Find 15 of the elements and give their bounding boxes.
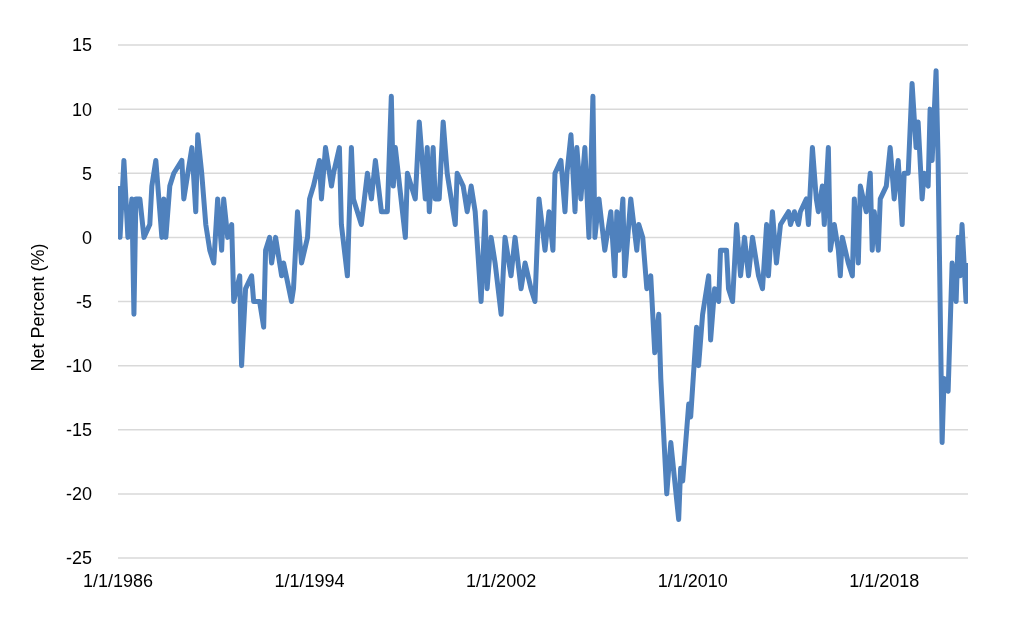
x-tick-label: 1/1/1994 [274, 570, 345, 591]
y-tick-label: 15 [71, 35, 92, 56]
y-tick-label: -20 [65, 484, 92, 505]
x-tick-label: 1/1/2018 [849, 570, 920, 591]
y-axis-title: Net Percent (%) [28, 243, 49, 372]
x-tick-label: 1/1/1986 [82, 570, 154, 591]
y-tick-label: -15 [65, 420, 92, 441]
x-tick-label: 1/1/2002 [466, 570, 537, 591]
x-tick-label: 1/1/2010 [657, 570, 728, 591]
y-tick-label: 10 [71, 99, 92, 120]
y-tick-label: -5 [75, 291, 92, 312]
y-tick-label: -25 [65, 548, 92, 569]
y-tick-label: 0 [81, 227, 92, 248]
y-tick-label: -10 [65, 356, 92, 377]
y-tick-label: 5 [81, 163, 92, 184]
